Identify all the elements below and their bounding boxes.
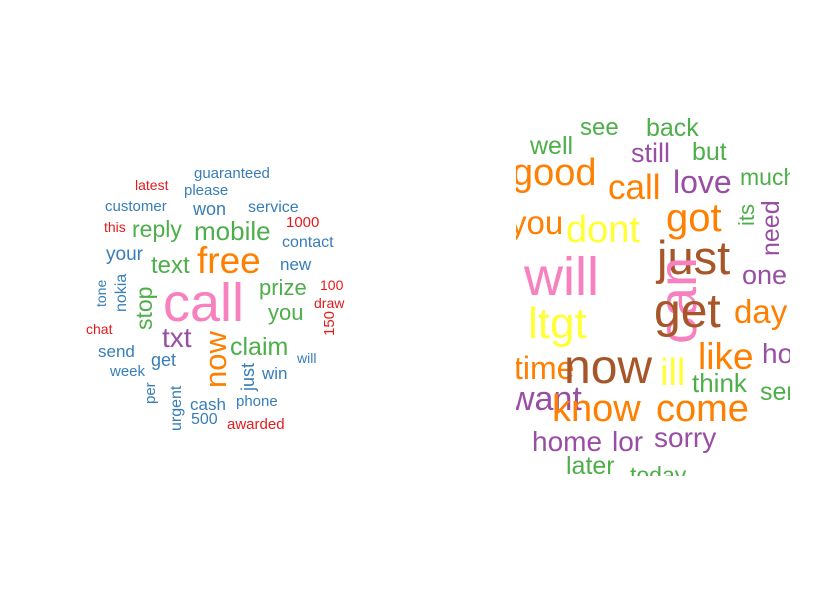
cloud-word: still (631, 138, 670, 168)
cloud-word: dont (566, 209, 640, 251)
cloud-word: your (106, 244, 143, 265)
cloud-word: text (151, 252, 190, 279)
cloud-word: well (530, 132, 574, 160)
cloud-word: get (654, 285, 721, 338)
cloud-word: will (297, 350, 317, 366)
cloud-word: latest (135, 177, 169, 193)
cloud-word: sorry (654, 422, 717, 453)
cloud-word: won (193, 199, 227, 219)
cloud-word: send (98, 342, 135, 361)
cloud-word: back (646, 114, 699, 142)
cloud-word: you (516, 204, 564, 241)
cloud-word: just (657, 231, 731, 284)
cloud-word: just (238, 362, 258, 391)
cloud-word: call (163, 273, 245, 333)
cloud-word: ill (660, 352, 686, 394)
cloud-word: call (608, 168, 661, 207)
cloud-word: win (262, 364, 288, 383)
cloud-word: week (110, 363, 146, 380)
cloud-word: ltgt (528, 299, 587, 348)
cloud-word: much (740, 164, 790, 190)
cloud-word: send (760, 378, 790, 406)
cloud-word: how (762, 338, 790, 369)
cloud-word: chat (86, 321, 113, 337)
cloud-word: mobile (194, 216, 271, 246)
cloud-word: please (184, 182, 229, 199)
cloud-word: tone (93, 279, 109, 307)
cloud-word: lor (612, 426, 644, 457)
cloud-word: come (656, 388, 749, 430)
cloud-word: one (742, 260, 788, 290)
cloud-word: get (151, 350, 177, 370)
cloud-word: know (552, 388, 641, 430)
spam-word-cloud: guaranteed latest please customer won service… (80, 160, 370, 450)
cloud-word: want (516, 380, 582, 418)
cloud-word: this (104, 219, 126, 235)
cloud-word: draw (314, 295, 345, 311)
cloud-word: nokia (113, 273, 130, 312)
cloud-word: new (280, 255, 312, 274)
cloud-word: will (524, 247, 599, 307)
cloud-word: time (516, 350, 575, 386)
cloud-word: service (248, 199, 299, 216)
cloud-word: its (734, 204, 759, 226)
cloud-word: urgent (168, 385, 185, 431)
cloud-word: txt (162, 322, 192, 353)
cloud-word: love (673, 164, 732, 200)
cloud-word: day (734, 293, 788, 330)
cloud-word: 500 (191, 411, 218, 428)
cloud-word: need (757, 200, 785, 256)
cloud-word: contact (282, 234, 334, 251)
cloud-word: reply (132, 216, 182, 242)
cloud-word: 150 (321, 310, 338, 336)
cloud-word: claim (230, 333, 289, 361)
ham-word-cloud: see back well still but good much call love got it… (516, 112, 790, 477)
cloud-word: awarded (227, 416, 285, 433)
cloud-word: like (698, 336, 754, 377)
cloud-word: got (666, 196, 722, 240)
cloud-word: cash (190, 395, 226, 414)
cloud-word: phone (236, 393, 278, 410)
cloud-word: you (268, 300, 304, 325)
cloud-word: think (692, 368, 747, 398)
cloud-word: guaranteed (194, 165, 270, 182)
cloud-word: now (564, 341, 653, 394)
cloud-word: 100 (320, 277, 344, 293)
cloud-word: free (197, 240, 261, 281)
cloud-word: customer (105, 198, 167, 215)
cloud-word: later (566, 452, 615, 477)
cloud-word: but (692, 138, 727, 166)
cloud-word: today (630, 462, 687, 477)
cloud-word: good (516, 152, 597, 194)
cloud-word: stop (131, 286, 157, 330)
cloud-word: see (580, 114, 619, 141)
cloud-word: per (142, 382, 159, 404)
cloud-word: prize (259, 275, 307, 300)
cloud-word: 1000 (286, 214, 320, 231)
cloud-word: home (532, 426, 603, 457)
cloud-word: now (198, 331, 233, 388)
